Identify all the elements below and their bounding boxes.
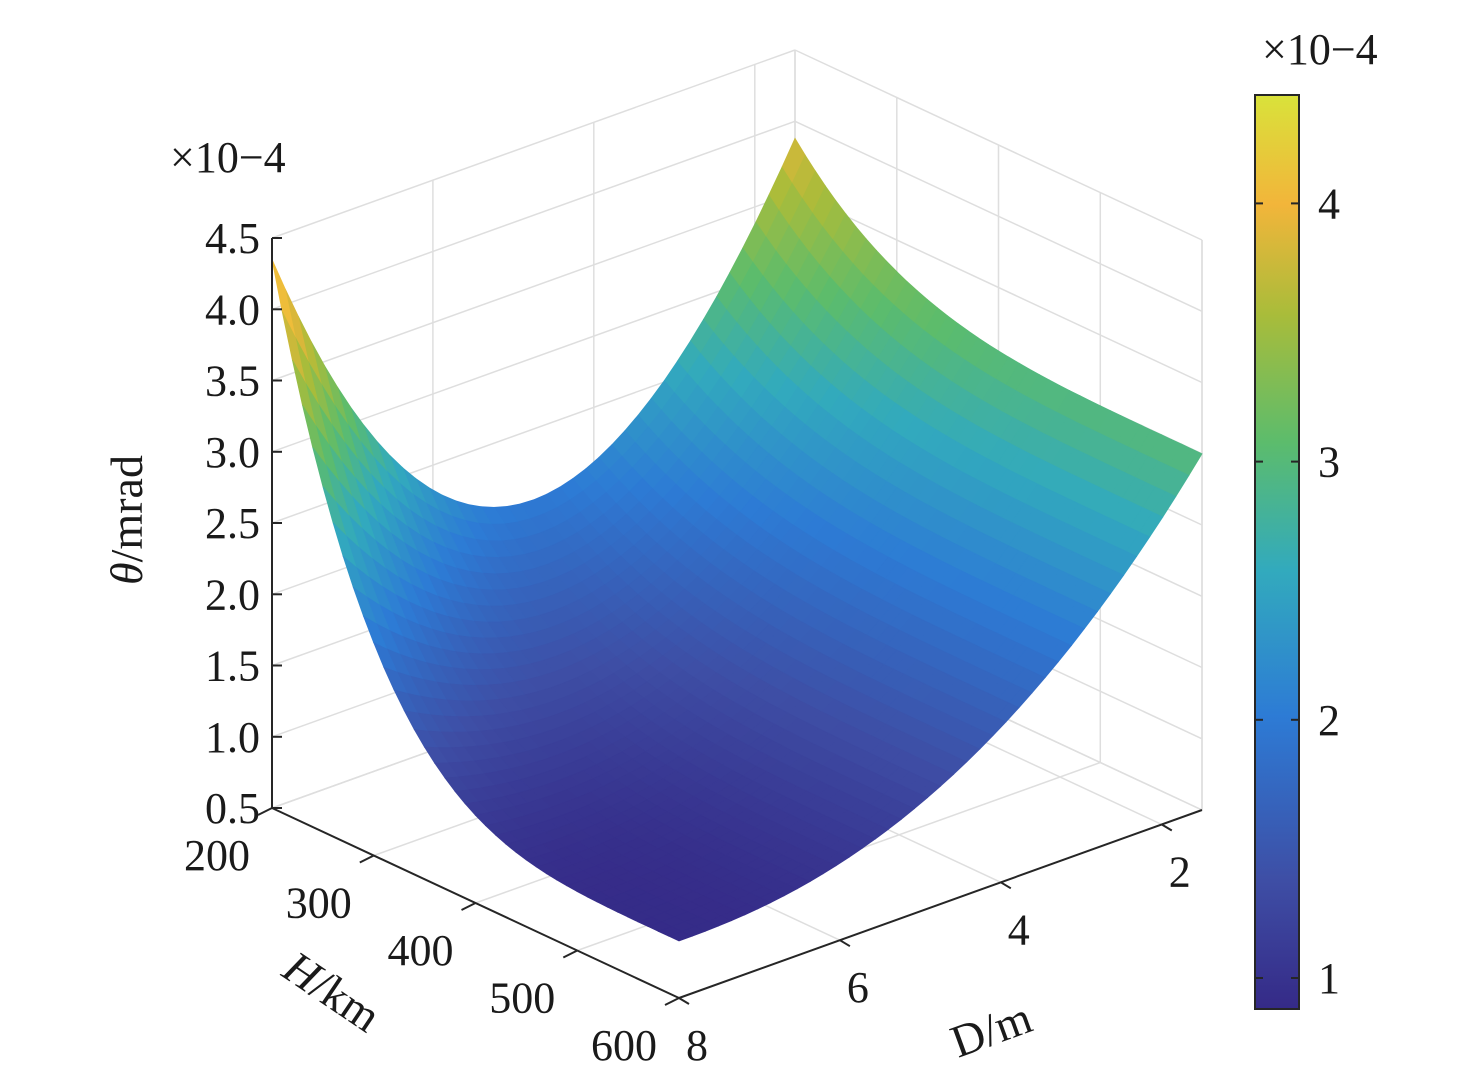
z-tick-label: 2.5	[205, 499, 260, 548]
h-tick-mark	[359, 854, 375, 864]
d-tick-mark	[1161, 823, 1173, 832]
colorbar-tick-label: 3	[1318, 438, 1340, 487]
h-tick-label: 400	[388, 926, 454, 975]
colorbar-tick-label: 1	[1318, 954, 1340, 1003]
d-tick-label: 6	[847, 963, 869, 1012]
d-tick-label: 2	[1169, 848, 1191, 897]
z-tick-label: 1.5	[205, 642, 260, 691]
z-tick-label: 1.0	[205, 713, 260, 762]
z-tick-label: 4.5	[205, 214, 260, 263]
d-tick-mark	[839, 939, 851, 948]
surface-patch	[271, 259, 296, 338]
h-tick-mark	[664, 997, 680, 1006]
z-axis-ticks: 0.5 1.0 1.5 2.0 2.5 3.0 3.5 4.0 4.5	[205, 214, 282, 833]
h-tick-label: 200	[184, 831, 250, 880]
z-axis-label-symbol: θ	[101, 562, 152, 585]
data-surface	[271, 137, 1203, 942]
h-axis-ticks: 200 300 400 500 600	[184, 807, 680, 1070]
z-axis-label-unit: /mrad	[101, 455, 152, 562]
h-tick-label: 500	[489, 974, 555, 1023]
d-axis-label: D/m	[944, 991, 1038, 1067]
colorbar-ticks: 1 2 3 4	[1255, 179, 1340, 1003]
d-tick-label: 4	[1008, 905, 1030, 954]
z-axis-label: θ/mrad	[101, 455, 152, 585]
z-tick-label: 0.5	[205, 784, 260, 833]
h-tick-mark	[562, 949, 578, 959]
h-tick-mark	[461, 902, 476, 911]
h-axis-label: H/km	[274, 940, 390, 1042]
h-tick-label: 600	[591, 1021, 657, 1070]
d-axis-ticks: 8 6 4 2	[678, 823, 1191, 1070]
h-tick-label: 300	[286, 879, 352, 928]
d-tick-label: 8	[686, 1021, 708, 1070]
colorbar-tick-label: 2	[1318, 696, 1340, 745]
colorbar	[1254, 94, 1300, 1010]
z-tick-label: 4.0	[205, 285, 260, 334]
d-tick-mark	[1000, 881, 1012, 890]
z-tick-label: 3.5	[205, 357, 260, 406]
h-tick-mark	[257, 807, 273, 816]
axis-line	[678, 809, 1203, 999]
z-tick-label: 3.0	[205, 428, 260, 477]
z-axis-multiplier: ×10−4	[170, 133, 286, 182]
z-tick-label: 2.0	[205, 570, 260, 619]
d-tick-mark	[678, 997, 690, 1005]
surface-patch	[667, 931, 694, 942]
colorbar-multiplier: ×10−4	[1262, 25, 1378, 74]
colorbar-tick-label: 4	[1318, 179, 1340, 228]
